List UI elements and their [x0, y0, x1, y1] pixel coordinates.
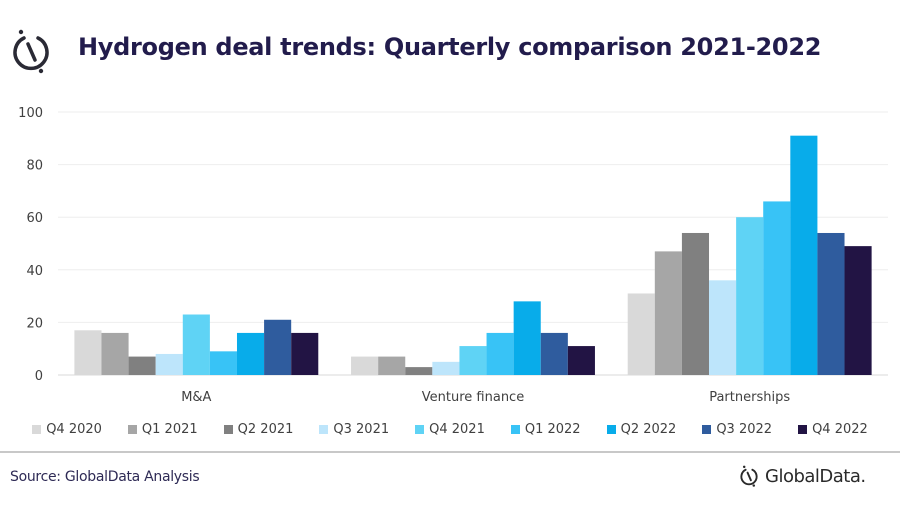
- legend-swatch: [127, 425, 137, 434]
- bar: [351, 356, 379, 375]
- legend-label: Q2 2021: [237, 422, 294, 437]
- globaldata-mark-icon: [740, 465, 758, 487]
- bar: [844, 246, 872, 375]
- bar: [567, 346, 595, 375]
- legend-swatch: [223, 425, 233, 434]
- chart-legend: Q4 2020 Q1 2021 Q2 2021 Q3 2021 Q4 2021 Q1 20…: [0, 422, 900, 437]
- brand-logo: GlobalData.: [738, 461, 866, 491]
- legend-item: Q4 2021: [415, 422, 485, 437]
- globaldata-mark-icon: [13, 29, 49, 74]
- bar: [291, 332, 319, 375]
- x-category-label: Partnerships: [709, 390, 790, 405]
- legend-item: Q4 2020: [32, 422, 102, 437]
- legend-label: Q1 2021: [141, 422, 198, 437]
- bar: [264, 319, 292, 375]
- bar: [486, 332, 514, 375]
- legend-item: Q1 2022: [510, 422, 581, 437]
- source-note: Source: GlobalData Analysis: [10, 469, 200, 485]
- legend-item: Q2 2022: [606, 422, 677, 437]
- legend-swatch: [32, 425, 42, 434]
- x-category-label: M&A: [181, 390, 211, 405]
- legend-label: Q1 2022: [524, 422, 581, 437]
- y-tick-label: 80: [26, 159, 43, 174]
- bar-chart: 0 20 40 60 80 100 M&A Venture finance Partnershi…: [18, 106, 888, 405]
- bar: [817, 232, 845, 375]
- legend-swatch: [606, 425, 616, 434]
- bar: [627, 293, 655, 375]
- legend-swatch: [415, 425, 425, 434]
- y-tick-label: 60: [26, 211, 43, 226]
- bar: [513, 301, 541, 375]
- legend-label: Q3 2022: [716, 422, 773, 437]
- legend-swatch: [510, 425, 520, 434]
- bar: [155, 353, 183, 375]
- brand-name: GlobalData.: [765, 465, 866, 487]
- bar: [736, 217, 764, 375]
- bar: [790, 135, 818, 375]
- x-category-label: Venture finance: [422, 390, 524, 405]
- legend-label: Q4 2022: [812, 422, 868, 437]
- legend-label: Q2 2022: [620, 422, 677, 437]
- bar: [182, 314, 210, 375]
- legend-swatch: [319, 425, 329, 434]
- y-tick-label: 0: [35, 369, 43, 384]
- legend-item: Q4 2022: [798, 422, 868, 437]
- y-tick-label: 100: [18, 106, 43, 121]
- y-tick-label: 40: [26, 264, 43, 279]
- legend-label: Q4 2021: [429, 422, 485, 437]
- bar: [101, 332, 129, 375]
- bar: [128, 356, 156, 375]
- bar: [378, 356, 406, 375]
- legend-item: Q1 2021: [127, 422, 198, 437]
- legend-swatch: [702, 425, 712, 434]
- bar: [763, 201, 791, 375]
- bar: [405, 367, 433, 375]
- legend-item: Q3 2021: [319, 422, 389, 437]
- legend-item: Q3 2022: [702, 422, 772, 437]
- legend-item: Q2 2021: [223, 422, 294, 437]
- bar: [654, 251, 682, 375]
- bar: [540, 332, 568, 375]
- footer-separator: [0, 451, 900, 453]
- y-tick-label: 20: [26, 316, 43, 331]
- bar: [709, 280, 737, 375]
- bar: [432, 361, 460, 375]
- chart-title: Hydrogen deal trends: Quarterly comparis…: [78, 33, 822, 61]
- bar: [74, 330, 102, 375]
- legend-label: Q3 2021: [333, 422, 390, 437]
- legend-swatch: [798, 425, 808, 434]
- bar: [209, 351, 237, 375]
- bar: [459, 346, 487, 375]
- bar: [236, 332, 265, 375]
- legend-label: Q4 2020: [46, 422, 102, 437]
- bar: [681, 232, 710, 375]
